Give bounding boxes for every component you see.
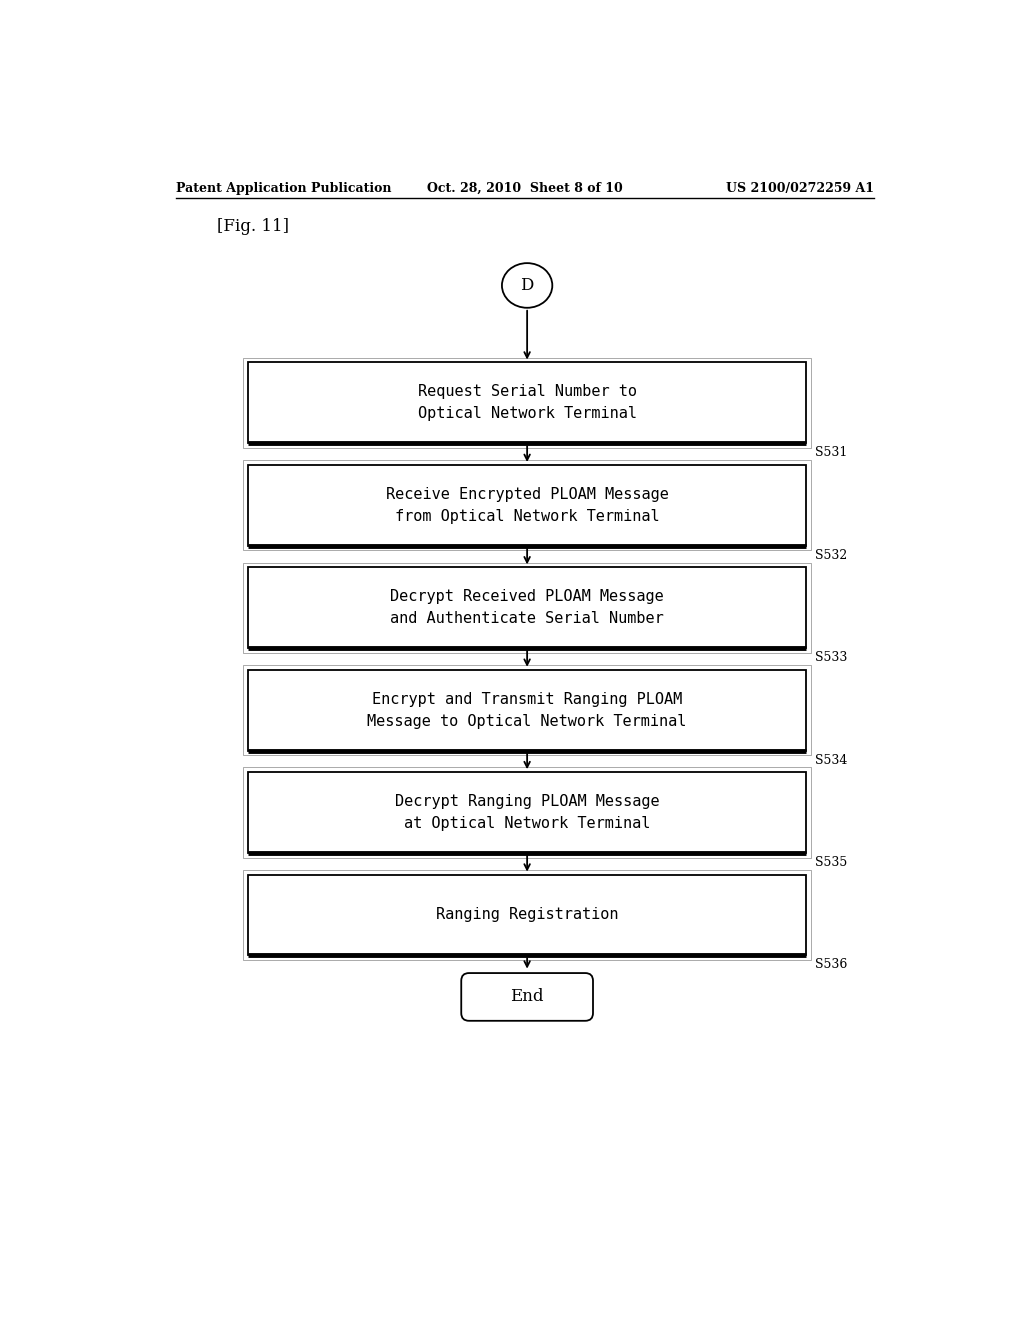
Text: US 2100/0272259 A1: US 2100/0272259 A1 [726,182,873,194]
Text: S534: S534 [815,754,848,767]
Bar [244,870,811,960]
Bar [248,772,806,853]
Text: S533: S533 [815,651,848,664]
Text: Receive Encrypted PLOAM Message
from Optical Network Terminal: Receive Encrypted PLOAM Message from Opt… [386,487,669,524]
Text: D: D [520,277,534,294]
Bar [248,363,806,444]
Text: Request Serial Number to
Optical Network Terminal: Request Serial Number to Optical Network… [418,384,637,421]
Text: Oct. 28, 2010  Sheet 8 of 10: Oct. 28, 2010 Sheet 8 of 10 [427,182,623,194]
Text: S531: S531 [815,446,848,459]
Bar [248,669,806,751]
Text: Decrypt Received PLOAM Message
and Authenticate Serial Number: Decrypt Received PLOAM Message and Authe… [390,589,664,626]
Text: S532: S532 [815,549,848,562]
Text: End: End [510,989,544,1006]
Bar [244,358,811,447]
Bar [244,562,811,653]
Bar [244,461,811,550]
Bar [248,465,806,545]
Text: S536: S536 [815,958,848,972]
Bar [248,568,806,648]
FancyBboxPatch shape [461,973,593,1020]
Text: Encrypt and Transmit Ranging PLOAM
Message to Optical Network Terminal: Encrypt and Transmit Ranging PLOAM Messa… [368,692,687,729]
Text: Ranging Registration: Ranging Registration [436,907,618,923]
Text: Patent Application Publication: Patent Application Publication [176,182,391,194]
Text: Decrypt Ranging PLOAM Message
at Optical Network Terminal: Decrypt Ranging PLOAM Message at Optical… [395,793,659,832]
Bar [248,875,806,956]
Text: S535: S535 [815,857,848,869]
Bar [244,767,811,858]
Bar [244,665,811,755]
Text: [Fig. 11]: [Fig. 11] [217,219,289,235]
